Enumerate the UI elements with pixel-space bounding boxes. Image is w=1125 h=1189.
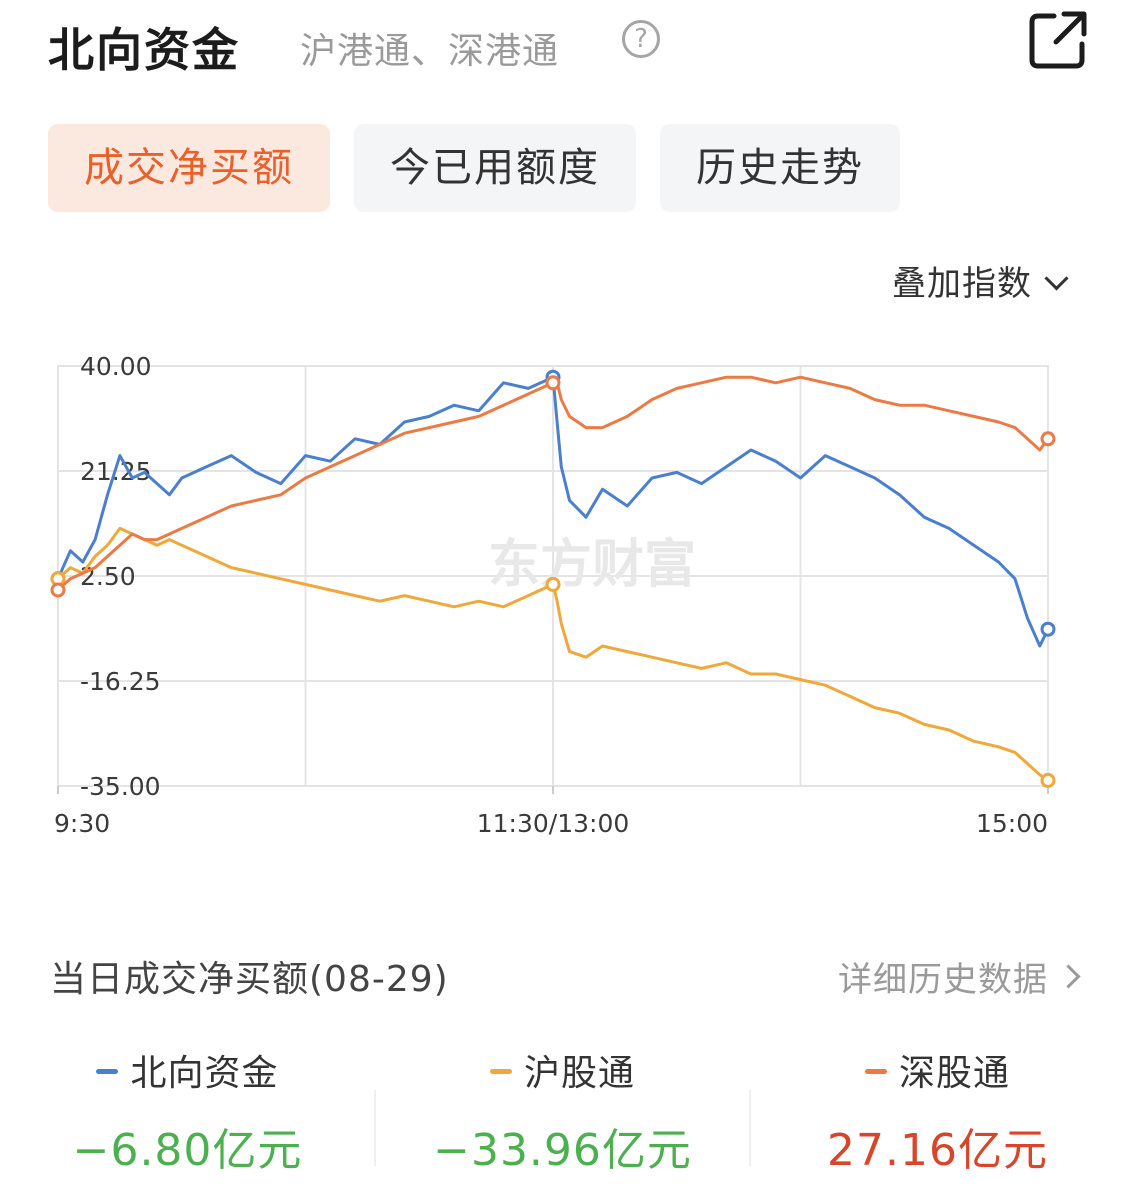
page-title: 北向资金: [48, 23, 240, 77]
external-link-icon[interactable]: [1028, 10, 1088, 70]
x-tick-label: 11:30/13:00: [477, 809, 630, 838]
series-marker-1: [1040, 772, 1056, 788]
page-subtitle: 沪港通、深港通: [300, 31, 560, 72]
stat-sh: 沪股通 −33.96亿元: [375, 1040, 750, 1176]
series-marker-1: [545, 576, 561, 592]
detail-history-link[interactable]: 详细历史数据: [838, 952, 1081, 1001]
x-tick-label: 15:00: [976, 809, 1048, 838]
stat-label-sz: 深股通: [898, 1053, 1010, 1094]
stat-value-north: −6.80亿元: [72, 1125, 303, 1176]
divider: [374, 1090, 376, 1166]
series-marker-0: [1040, 621, 1056, 637]
question-circle-icon[interactable]: ?: [622, 20, 660, 58]
tab-history-trend[interactable]: 历史走势: [660, 124, 900, 212]
header: 北向资金 沪港通、深港通 ?: [48, 8, 1088, 78]
y-tick-label: -16.25: [80, 667, 161, 696]
series-marker-2: [1040, 431, 1056, 447]
series-lines: [50, 369, 1056, 788]
chevron-right-icon: [1056, 964, 1081, 989]
detail-history-label: 详细历史数据: [838, 960, 1048, 1000]
series-marker-2: [545, 375, 561, 391]
divider: [749, 1090, 751, 1166]
stat-north: 北向资金 −6.80亿元: [0, 1040, 375, 1176]
y-tick-label: -35.00: [80, 772, 161, 801]
x-axis-ticks: 9:30 11:30/13:00 15:00: [54, 786, 1049, 838]
legend-swatch-north: [96, 1068, 119, 1074]
overlay-index-select[interactable]: 叠加指数: [892, 256, 1069, 305]
legend-swatch-sh: [489, 1068, 512, 1074]
tab-net-buy[interactable]: 成交净买额: [48, 124, 330, 212]
stat-label-north: 北向资金: [130, 1053, 279, 1094]
stat-value-sz: 27.16亿元: [827, 1125, 1048, 1176]
stat-value-sh: −33.96亿元: [433, 1125, 692, 1176]
stats-panel: 北向资金 −6.80亿元 沪股通 −33.96亿元 深股通 27.16亿元: [0, 1040, 1125, 1176]
stat-sz: 深股通 27.16亿元: [750, 1040, 1125, 1176]
tab-quota-used[interactable]: 今已用额度: [354, 124, 636, 212]
summary-heading: 当日成交净买额(08-29): [50, 959, 449, 1000]
series-marker-2: [50, 582, 66, 598]
y-tick-label: 40.00: [80, 352, 152, 381]
chevron-down-icon: [1044, 266, 1069, 291]
legend-swatch-sz: [864, 1068, 887, 1074]
overlay-index-label: 叠加指数: [892, 264, 1032, 304]
x-tick-label: 9:30: [54, 809, 110, 838]
watermark-text: 东方财富: [488, 535, 696, 595]
stat-label-sh: 沪股通: [523, 1053, 635, 1094]
